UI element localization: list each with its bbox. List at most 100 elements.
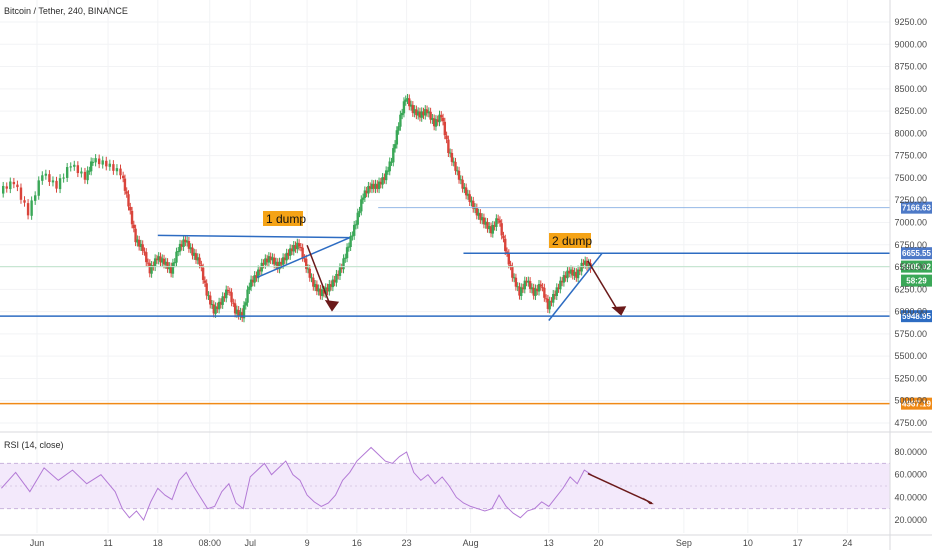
candle-body: [429, 111, 432, 120]
candle-body: [23, 200, 26, 203]
candle-body: [274, 261, 278, 265]
candle-body: [262, 263, 265, 265]
candle-body: [528, 281, 532, 289]
candle-body: [532, 287, 535, 296]
candle-body: [516, 286, 519, 288]
candle-body: [340, 267, 343, 269]
candle-body: [329, 284, 333, 287]
candle-body: [30, 200, 33, 216]
candle-body: [177, 251, 180, 253]
y-tick-label: 9000.00: [894, 39, 927, 49]
candle-body: [184, 239, 187, 243]
price-tag-target-bg: [901, 397, 932, 410]
candle-body: [257, 269, 260, 279]
candle-body: [504, 238, 507, 252]
candle-body: [569, 269, 573, 274]
candle-body: [203, 280, 207, 283]
candle-body: [395, 130, 399, 145]
candle-body: [361, 197, 365, 200]
candle-body: [244, 302, 247, 306]
candle-body: [187, 240, 191, 249]
candle-body: [566, 270, 569, 279]
triangle-1-top-line: [157, 234, 350, 239]
candle-body: [377, 181, 381, 190]
candle-body: [317, 288, 320, 292]
candle-body: [553, 294, 557, 296]
candle-body: [62, 177, 65, 179]
candle-body: [137, 239, 141, 247]
candle-body: [241, 312, 244, 318]
candle-body: [345, 247, 349, 259]
candle-body: [292, 245, 295, 252]
candle-body: [249, 279, 253, 288]
candle-body: [411, 105, 415, 113]
candle-body: [505, 251, 509, 253]
y-tick-label: 4750.00: [894, 418, 927, 428]
candle-body: [534, 288, 537, 297]
y-tick-label: 5500.00: [894, 351, 927, 361]
note-2-background: [549, 233, 591, 248]
candle-body: [480, 217, 484, 221]
candle-body: [331, 279, 335, 288]
candle-body: [283, 257, 287, 260]
candle-body: [265, 258, 269, 263]
price-tag-support-bg: [901, 310, 932, 323]
arrow-1-head: [324, 300, 340, 312]
candle-body: [328, 283, 331, 292]
price-tag-upper-reference-bg: [901, 201, 932, 214]
candle-body: [324, 287, 327, 294]
x-tick-label: 18: [153, 538, 163, 548]
candle-body: [105, 160, 108, 167]
candle-body: [413, 109, 416, 114]
candle-body: [399, 114, 402, 127]
candle-body: [342, 258, 345, 270]
candle-body: [367, 185, 370, 194]
candle-body: [141, 244, 144, 252]
candle-body: [201, 267, 205, 280]
candle-body: [200, 264, 203, 268]
candle-body: [55, 180, 58, 189]
candle-body: [500, 223, 503, 236]
candle-body: [564, 275, 567, 278]
countdown-tag: 58:29: [906, 277, 927, 286]
candle-body: [303, 258, 306, 260]
candle-body: [308, 268, 311, 278]
candle-body: [443, 121, 447, 136]
candle-body: [415, 109, 418, 116]
candle-body: [152, 265, 155, 267]
candle-body: [459, 179, 463, 181]
candle-body: [365, 190, 368, 194]
candle-body: [470, 200, 473, 203]
candle-body: [555, 287, 558, 297]
candle-body: [287, 253, 290, 256]
triangle-2-rising-line: [548, 252, 603, 321]
candle-body: [536, 288, 539, 292]
candle-body: [356, 212, 359, 225]
price-tag-upper-reference: 7166.63: [902, 204, 931, 213]
candle-body: [12, 181, 16, 185]
candle-body: [278, 261, 281, 270]
candle-body: [461, 179, 464, 189]
candle-body: [338, 267, 342, 276]
y-tick-label: 8500.00: [894, 84, 927, 94]
candle-body: [313, 283, 317, 288]
candle-body: [91, 161, 95, 163]
candle-body: [127, 194, 130, 207]
y-tick-label: 6750.00: [894, 240, 927, 250]
candle-body: [320, 289, 324, 297]
candle-body: [585, 261, 589, 267]
rsi-y-tick-label: 80.0000: [894, 447, 927, 457]
candle-body: [164, 261, 168, 265]
candle-body: [58, 178, 62, 190]
candle-body: [173, 262, 176, 264]
candle-body: [495, 218, 498, 227]
candle-body: [86, 170, 89, 181]
y-tick-label: 6500.00: [894, 262, 927, 272]
candle-body: [209, 295, 212, 305]
candle-body: [404, 99, 407, 102]
candle-body: [248, 286, 251, 291]
candle-body: [557, 287, 560, 289]
candle-body: [422, 111, 425, 116]
candle-body: [511, 266, 514, 278]
candle-body: [301, 247, 304, 258]
